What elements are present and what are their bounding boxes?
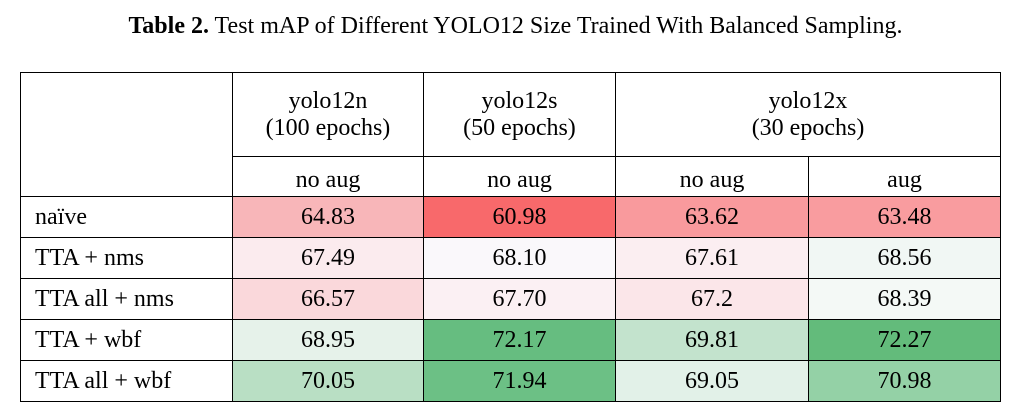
caption-text: Test mAP of Different YOLO12 Size Traine… (208, 13, 903, 39)
results-table: yolo12n (100 epochs) yolo12s (50 epochs)… (20, 72, 1002, 402)
map-value-cell: 70.05 (232, 360, 424, 402)
table-row: TTA all + nms 66.57 67.70 67.2 68.39 (20, 278, 1002, 320)
map-value-cell: 66.57 (232, 278, 424, 320)
row-label: TTA all + wbf (20, 360, 233, 402)
model-header-cell: yolo12n (100 epochs) (232, 72, 424, 157)
model-epochs: (50 epochs) (463, 114, 576, 141)
model-name: yolo12x (768, 87, 848, 114)
table-caption: Table 2. Test mAP of Different YOLO12 Si… (0, 10, 1031, 42)
aug-label: no aug (295, 167, 361, 193)
map-value-cell: 60.98 (423, 196, 616, 238)
table-row: TTA + wbf 68.95 72.17 69.81 72.27 (20, 319, 1002, 361)
model-header-cell: yolo12x (30 epochs) (614, 72, 1002, 157)
map-value-cell: 72.17 (423, 319, 616, 361)
model-epochs: (30 epochs) (751, 114, 865, 141)
aug-header-cell: aug (807, 156, 1002, 197)
aug-header-cell: no aug (615, 156, 809, 197)
map-value-cell: 63.48 (807, 196, 1002, 238)
corner-cell (20, 72, 233, 197)
map-value-cell: 67.61 (615, 237, 809, 279)
aug-label: no aug (487, 167, 552, 193)
map-value-cell: 68.56 (807, 237, 1002, 279)
model-name: yolo12s (481, 87, 558, 114)
map-value-cell: 71.94 (423, 360, 616, 402)
table-row: TTA + nms 67.49 68.10 67.61 68.56 (20, 237, 1002, 279)
map-value-cell: 67.49 (232, 237, 424, 279)
row-label: TTA all + nms (20, 278, 233, 320)
map-value-cell: 63.62 (615, 196, 809, 238)
map-value-cell: 67.2 (615, 278, 809, 320)
aug-header-cell: no aug (423, 156, 616, 197)
map-value-cell: 68.95 (232, 319, 424, 361)
model-header-cell: yolo12s (50 epochs) (423, 72, 616, 157)
map-value-cell: 69.05 (615, 360, 809, 402)
table-row: naïve 64.83 60.98 63.62 63.48 (20, 196, 1002, 238)
row-label: TTA + nms (20, 237, 233, 279)
model-header-row: yolo12n (100 epochs) yolo12s (50 epochs)… (20, 72, 1002, 197)
aug-label: no aug (679, 167, 745, 193)
map-value-cell: 67.70 (423, 278, 616, 320)
row-label: naïve (20, 196, 233, 238)
model-name: yolo12n (288, 87, 368, 114)
map-value-cell: 68.39 (807, 278, 1002, 320)
map-value-cell: 72.27 (807, 319, 1002, 361)
map-value-cell: 64.83 (232, 196, 424, 238)
map-value-cell: 68.10 (423, 237, 616, 279)
model-epochs: (100 epochs) (265, 114, 391, 141)
caption-label: Table 2. (128, 13, 209, 39)
map-value-cell: 70.98 (807, 360, 1002, 402)
table-row: TTA all + wbf 70.05 71.94 69.05 70.98 (20, 360, 1002, 402)
map-value-cell: 69.81 (615, 319, 809, 361)
aug-header-cell: no aug (232, 156, 424, 197)
aug-label: aug (887, 167, 922, 193)
row-label: TTA + wbf (20, 319, 233, 361)
